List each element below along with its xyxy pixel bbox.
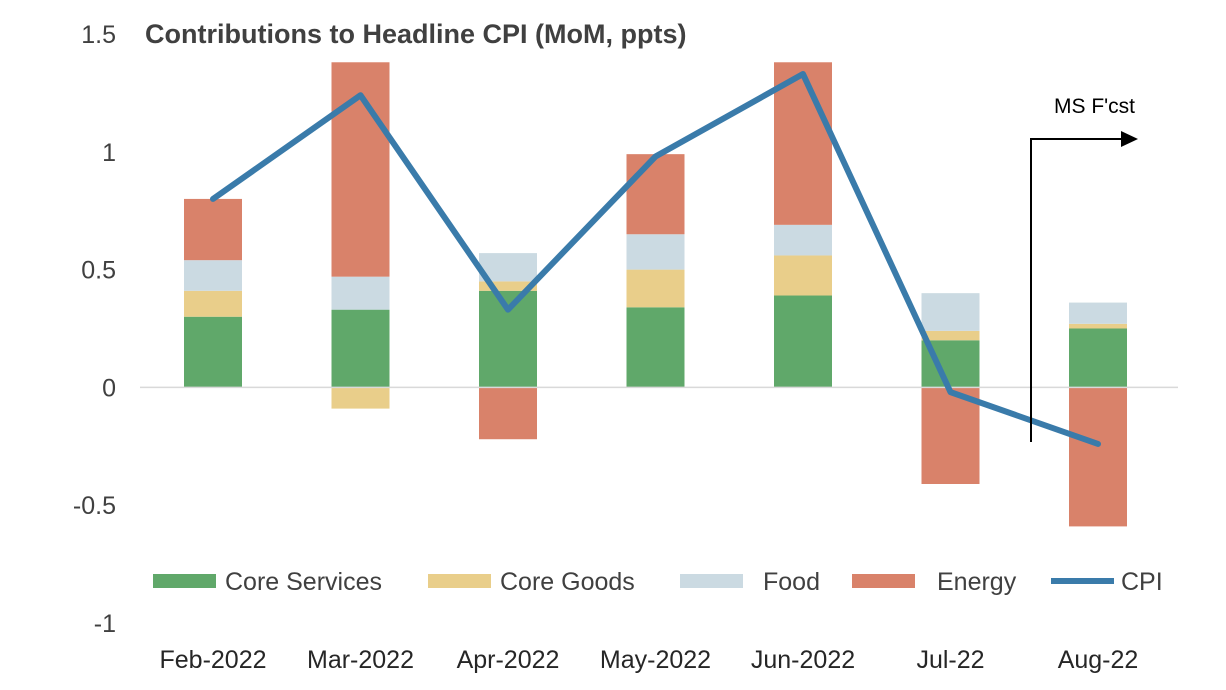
legend-label-energy: Energy — [937, 568, 1017, 596]
bar-food — [921, 293, 980, 331]
legend-label-core-goods: Core Goods — [500, 568, 635, 596]
x-tick-label: Jun-2022 — [751, 646, 855, 674]
y-tick-label: 0 — [102, 374, 116, 402]
x-tick-label: Aug-22 — [1058, 646, 1139, 674]
bar-core-services — [774, 295, 832, 388]
bar-food — [184, 260, 242, 291]
bar-core-services — [184, 316, 242, 388]
x-axis-labels: Feb-2022 Mar-2022 Apr-2022 May-2022 Jun-2022… — [159, 646, 1138, 674]
legend-label-food: Food — [763, 568, 820, 596]
y-tick-label: 1.5 — [81, 21, 116, 49]
bar-core-services — [331, 309, 390, 388]
bar-food — [774, 224, 832, 256]
bar-core-goods — [331, 387, 390, 409]
bar-food — [1069, 302, 1127, 324]
legend-swatch-core-goods — [428, 574, 491, 588]
bar-energy — [1069, 387, 1127, 527]
bar-core-goods — [479, 281, 537, 291]
x-tick-label: May-2022 — [600, 646, 711, 674]
bar-energy — [626, 154, 685, 235]
cpi-line-layer — [210, 71, 1101, 447]
y-tick-label: -0.5 — [73, 492, 116, 520]
legend-label-core-services: Core Services — [225, 568, 382, 596]
forecast-label: MS F'cst — [1054, 95, 1135, 118]
legend-label-cpi: CPI — [1121, 568, 1163, 596]
y-tick-label: 0.5 — [81, 257, 116, 285]
y-axis: 1.5 1 0.5 0 -0.5 -1 — [73, 21, 116, 638]
x-tick-label: Apr-2022 — [457, 646, 560, 674]
forecast-arrow-line — [1030, 138, 1125, 442]
x-tick-label: Feb-2022 — [159, 646, 266, 674]
y-tick-label: 1 — [102, 139, 116, 167]
bar-food — [331, 276, 390, 310]
x-tick-label: Mar-2022 — [307, 646, 414, 674]
bar-core-goods — [921, 330, 980, 341]
forecast-arrow-head — [1121, 131, 1138, 147]
legend-swatch-core-services — [153, 574, 216, 588]
bar-energy — [774, 62, 832, 225]
bar-core-goods — [626, 269, 685, 308]
legend-swatch-energy — [852, 574, 915, 588]
bar-core-services — [626, 307, 685, 388]
bar-core-goods — [184, 290, 242, 317]
chart-title: Contributions to Headline CPI (MoM, ppts… — [145, 19, 686, 49]
bar-energy — [184, 198, 242, 261]
bar-energy — [921, 387, 980, 484]
bar-food — [626, 234, 685, 270]
bar-core-services — [1069, 328, 1127, 388]
bar-core-goods — [1069, 323, 1127, 329]
y-tick-label: -1 — [94, 610, 116, 638]
forecast-annotation: MS F'cst — [1030, 95, 1138, 442]
legend-swatch-food — [680, 574, 743, 588]
bars-layer — [184, 62, 1127, 527]
bar-energy — [479, 387, 537, 440]
legend: Core Services Core Goods Food Energy CPI — [153, 568, 1163, 596]
x-tick-label: Jul-22 — [916, 646, 984, 674]
bar-core-goods — [774, 255, 832, 296]
